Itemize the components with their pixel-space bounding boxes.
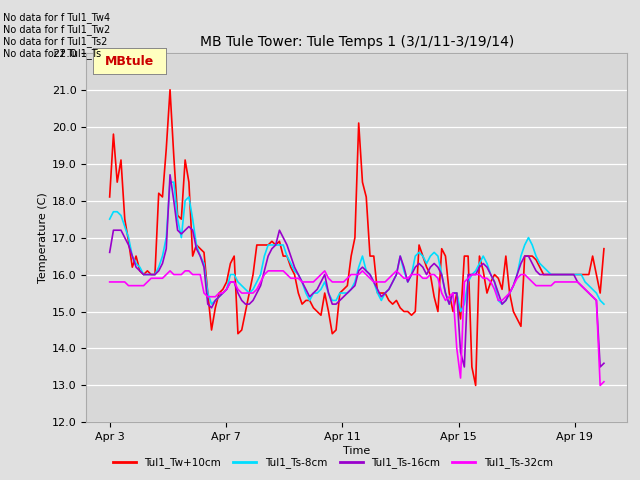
Tul1_Ts-8cm: [509, 283, 517, 288]
Tul1_Tw+10cm: [260, 242, 268, 248]
Tul1_Tw+10cm: [472, 383, 479, 388]
Tul1_Ts-16cm: [600, 360, 608, 366]
Text: No data for f Tul1_Tw4: No data for f Tul1_Tw4: [3, 12, 110, 23]
Tul1_Ts-8cm: [513, 272, 521, 277]
Tul1_Ts-32cm: [596, 383, 604, 388]
Tul1_Ts-32cm: [509, 283, 517, 288]
Text: No data for f Tul1_Ts2: No data for f Tul1_Ts2: [3, 36, 108, 47]
Tul1_Ts-32cm: [260, 272, 268, 277]
Tul1_Ts-8cm: [276, 242, 284, 248]
Tul1_Ts-16cm: [147, 272, 155, 277]
Tul1_Tw+10cm: [166, 87, 174, 93]
Tul1_Ts-16cm: [260, 268, 268, 274]
Line: Tul1_Tw+10cm: Tul1_Tw+10cm: [109, 90, 604, 385]
Tul1_Ts-16cm: [170, 198, 178, 204]
Tul1_Ts-16cm: [166, 172, 174, 178]
Tul1_Ts-32cm: [166, 268, 174, 274]
Tul1_Ts-8cm: [147, 272, 155, 277]
Tul1_Ts-8cm: [600, 301, 608, 307]
Tul1_Tw+10cm: [147, 272, 155, 277]
Tul1_Ts-8cm: [106, 216, 113, 222]
Legend: Tul1_Tw+10cm, Tul1_Ts-8cm, Tul1_Ts-16cm, Tul1_Ts-32cm: Tul1_Tw+10cm, Tul1_Ts-8cm, Tul1_Ts-16cm,…: [109, 453, 557, 472]
Tul1_Ts-16cm: [276, 228, 284, 233]
Tul1_Tw+10cm: [509, 309, 517, 314]
Tul1_Ts-8cm: [260, 253, 268, 259]
Tul1_Ts-8cm: [457, 309, 465, 314]
Tul1_Ts-32cm: [170, 272, 178, 277]
Tul1_Ts-32cm: [600, 379, 608, 384]
Title: MB Tule Tower: Tule Temps 1 (3/1/11-3/19/14): MB Tule Tower: Tule Temps 1 (3/1/11-3/19…: [200, 35, 514, 49]
Tul1_Tw+10cm: [106, 194, 113, 200]
Tul1_Ts-8cm: [170, 180, 178, 185]
Tul1_Tw+10cm: [276, 239, 284, 244]
Tul1_Tw+10cm: [513, 316, 521, 322]
Text: No data for f Tul1_Ts: No data for f Tul1_Ts: [3, 48, 101, 59]
Tul1_Ts-16cm: [509, 283, 517, 288]
Text: No data for f Tul1_Tw2: No data for f Tul1_Tw2: [3, 24, 111, 35]
Tul1_Ts-16cm: [513, 272, 521, 277]
Line: Tul1_Ts-16cm: Tul1_Ts-16cm: [109, 175, 604, 367]
Tul1_Tw+10cm: [600, 246, 608, 252]
Tul1_Ts-32cm: [106, 279, 113, 285]
Tul1_Tw+10cm: [170, 154, 178, 159]
Line: Tul1_Ts-32cm: Tul1_Ts-32cm: [109, 271, 604, 385]
X-axis label: Time: Time: [343, 446, 371, 456]
Tul1_Ts-8cm: [166, 180, 174, 185]
Tul1_Ts-32cm: [506, 290, 513, 296]
Line: Tul1_Ts-8cm: Tul1_Ts-8cm: [109, 182, 604, 312]
Text: MBtule: MBtule: [105, 55, 154, 68]
Tul1_Ts-16cm: [106, 250, 113, 255]
Tul1_Ts-32cm: [276, 268, 284, 274]
Tul1_Ts-32cm: [147, 276, 155, 281]
Tul1_Ts-16cm: [461, 364, 468, 370]
Y-axis label: Temperature (C): Temperature (C): [38, 192, 47, 283]
